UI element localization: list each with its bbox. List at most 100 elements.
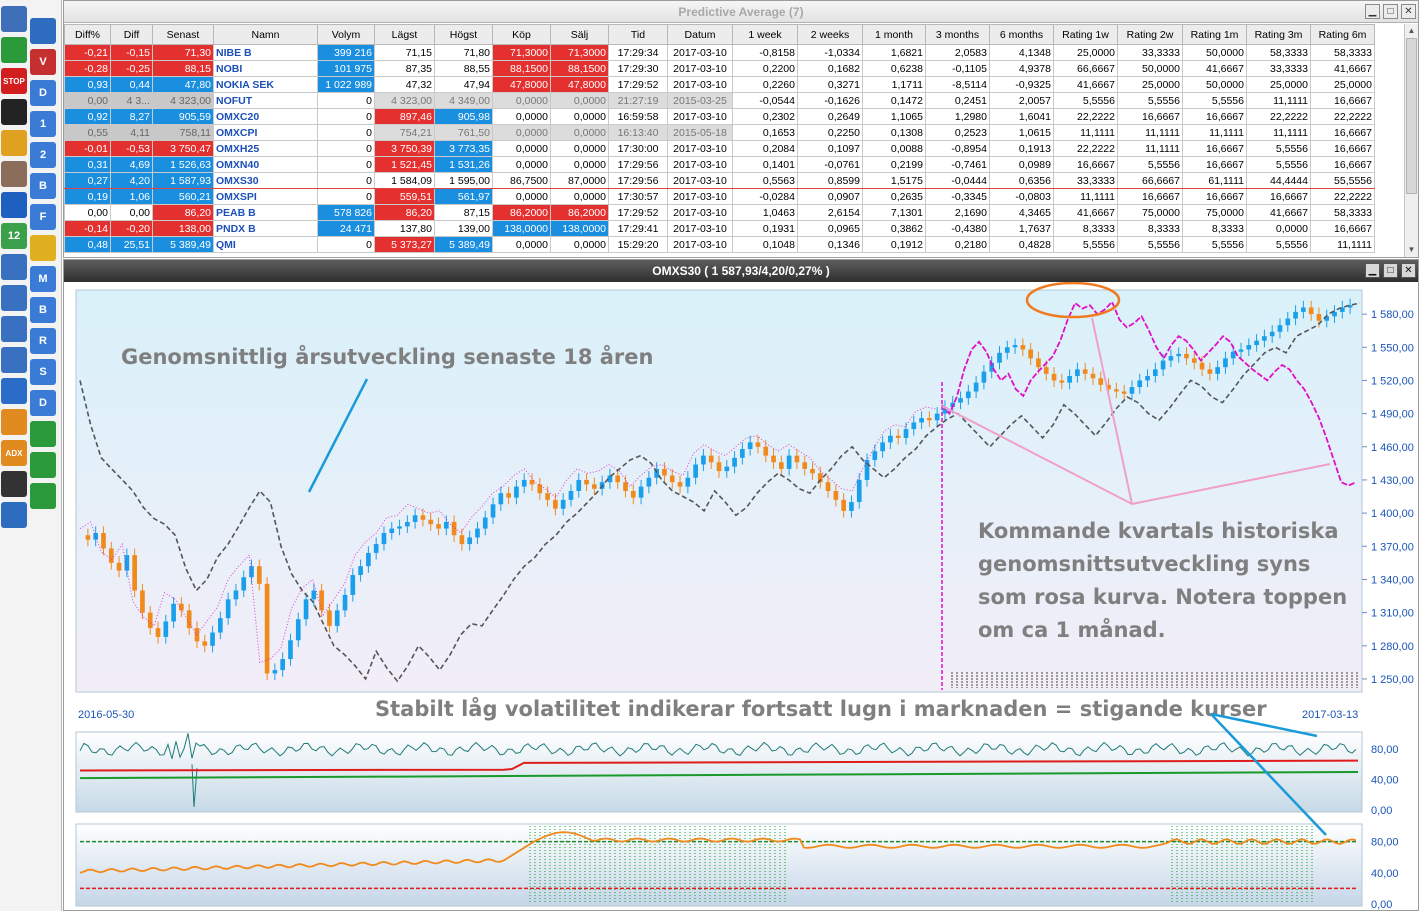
chart-m-icon[interactable]: M (30, 266, 56, 292)
column-header[interactable]: 2 weeks (797, 24, 863, 45)
minimize-icon[interactable]: ▁ (1365, 4, 1380, 19)
column-header[interactable]: Rating 3m (1246, 24, 1311, 45)
column-header[interactable]: Rating 6m (1310, 24, 1375, 45)
table-row[interactable]: -0,28 -0,25 88,15 NOBI 101 975 87,35 88,55 88,1… (64, 60, 1375, 77)
y-tick-label: 1 310,00 (1371, 608, 1414, 620)
candle-body (615, 475, 621, 483)
column-header[interactable]: 6 months (989, 24, 1054, 45)
table-cell: 1,7637 (989, 220, 1054, 237)
column-header[interactable]: Rating 2w (1117, 24, 1183, 45)
maximize-icon[interactable]: □ (1383, 4, 1398, 19)
table-row[interactable]: -0,01 -0,53 3 750,47 OMXH25 0 3 750,39 3 773,3… (64, 140, 1375, 157)
chart-d-icon[interactable]: D (30, 80, 56, 106)
column-header[interactable]: Köp (492, 24, 551, 45)
table-row[interactable]: 0,31 4,69 1 526,63 OMXN40 0 1 521,45 1 531,26 0… (64, 156, 1375, 173)
table-cell: 2017-03-10 (667, 172, 733, 189)
tools-icon[interactable] (1, 6, 27, 32)
price-chart-pane[interactable] (75, 289, 1363, 693)
chart-close-icon[interactable]: ✕ (1401, 263, 1416, 278)
column-header[interactable]: Rating 1w (1053, 24, 1118, 45)
chart-2-icon[interactable]: 2 (30, 142, 56, 168)
table-cell: 58,3333 (1246, 44, 1311, 61)
table-row[interactable]: 0,00 4 3... 4 323,00 NOFUT 0 4 323,00 4 349,00… (64, 92, 1375, 109)
column-header[interactable]: Senast (152, 24, 214, 45)
document-icon[interactable] (30, 18, 56, 44)
anchor-icon[interactable] (1, 378, 27, 404)
y-tick-label: 1 550,00 (1371, 342, 1414, 354)
table-cell: 7,1301 (862, 204, 926, 221)
column-header[interactable]: 1 month (862, 24, 926, 45)
table-row[interactable]: 0,92 8,27 905,59 OMXC20 0 897,46 905,98 0,0000 0… (64, 108, 1375, 125)
yin-yang-icon[interactable] (1, 99, 27, 125)
table-row[interactable]: 0,00 0,00 86,20 PEAB B 578 826 86,20 87,15 86,2… (64, 204, 1375, 221)
table-row[interactable]: 0,48 25,51 5 389,49 QMI 0 5 373,27 5 389,49 0,0… (64, 236, 1375, 253)
pin-icon[interactable] (1, 130, 27, 156)
candle-body (833, 491, 839, 500)
charts-area[interactable]: 1 580,00 1 550,00 1 520,00 1 490,00 1 460,00… (64, 282, 1418, 910)
table-row[interactable]: 0,19 1,06 560,21 OMXSPI 0 559,51 561,97 0,0000 0… (64, 188, 1375, 205)
chart-maximize-icon[interactable]: □ (1383, 263, 1398, 278)
column-header[interactable]: Tid (608, 24, 668, 45)
column-header[interactable]: Volym (317, 24, 375, 45)
annotation-text: Stabilt låg volatilitet indikerar fortsa… (375, 696, 1267, 721)
scroll-thumb[interactable] (1406, 38, 1417, 194)
column-header[interactable]: Sälj (550, 24, 609, 45)
candle-body (1004, 347, 1010, 353)
table-row[interactable]: 0,27 4,20 1 587,93 OMXS30 0 1 584,09 1 595,00 8… (64, 172, 1375, 189)
chart-v-icon[interactable]: V (30, 49, 56, 75)
column-header[interactable]: Datum (667, 24, 733, 45)
column-header[interactable]: Rating 1m (1182, 24, 1247, 45)
table-cell: 5,5556 (1246, 236, 1311, 253)
table-cell: 86,7500 (492, 172, 551, 189)
wave-icon[interactable] (1, 471, 27, 497)
bars-2-icon[interactable] (30, 452, 56, 478)
oscillator-pane[interactable] (75, 823, 1363, 907)
bars-3-icon[interactable] (30, 483, 56, 509)
table-cell: 41,6667 (1053, 204, 1118, 221)
chart-1-icon[interactable]: 1 (30, 111, 56, 137)
bar-chart-icon[interactable] (1, 37, 27, 63)
scroll-up-icon[interactable]: ▲ (1407, 26, 1416, 35)
close-icon[interactable]: ✕ (1401, 4, 1416, 19)
chart-b2-icon[interactable]: B (30, 297, 56, 323)
column-header[interactable]: Lägst (374, 24, 435, 45)
table-row[interactable]: -0,21 -0,15 71,30 NIBE B 399 216 71,15 71,80 71… (64, 44, 1375, 61)
candle-body (147, 612, 153, 629)
trend-line-icon[interactable] (1, 409, 27, 435)
chart-minimize-icon[interactable]: ▁ (1365, 263, 1380, 278)
column-header[interactable]: Högst (434, 24, 493, 45)
candle-body (1269, 331, 1275, 337)
candle-body (810, 468, 815, 474)
table-row[interactable]: 0,55 4,11 758,11 OMXCPI 0 754,21 761,50 0,0000 0… (64, 124, 1375, 141)
compass-4-icon[interactable] (1, 347, 27, 373)
column-header[interactable]: 1 week (732, 24, 798, 45)
table-scrollbar[interactable]: ▲ ▼ (1404, 24, 1418, 257)
chart-b-icon[interactable]: B (30, 173, 56, 199)
table-row[interactable]: 0,93 0,44 47,80 NOKIA SEK 1 022 989 47,32 47,9… (64, 76, 1375, 93)
chart-f-icon[interactable]: F (30, 204, 56, 230)
compass-3-icon[interactable] (1, 316, 27, 342)
table-cell: 101 975 (317, 60, 375, 77)
chart-d2-icon[interactable]: D (30, 390, 56, 416)
column-header[interactable]: Diff (110, 24, 153, 45)
table-cell: -0,1105 (925, 60, 990, 77)
table-row[interactable]: -0,14 -0,20 138,00 PNDX B 24 471 137,80 139,00… (64, 220, 1375, 237)
compass-2-icon[interactable] (1, 285, 27, 311)
column-header[interactable]: Namn (213, 24, 318, 45)
avatar-icon[interactable] (1, 161, 27, 187)
bars-1-icon[interactable] (30, 421, 56, 447)
chart-s-icon-label: S (39, 366, 47, 378)
adx-icon[interactable]: ADX (1, 440, 27, 466)
chart-s-icon[interactable]: S (30, 359, 56, 385)
phone-icon[interactable] (1, 192, 27, 218)
calendar-icon[interactable]: 12 (1, 223, 27, 249)
column-header[interactable]: Diff% (64, 24, 111, 45)
table-cell: 4 3... (110, 92, 153, 109)
page-icon[interactable] (1, 502, 27, 528)
cycle-icon[interactable] (30, 235, 56, 261)
compass-1-icon[interactable] (1, 254, 27, 280)
stop-icon[interactable]: STOP (1, 68, 27, 94)
chart-r-icon[interactable]: R (30, 328, 56, 354)
column-header[interactable]: 3 months (925, 24, 990, 45)
scroll-down-icon[interactable]: ▼ (1407, 245, 1416, 254)
